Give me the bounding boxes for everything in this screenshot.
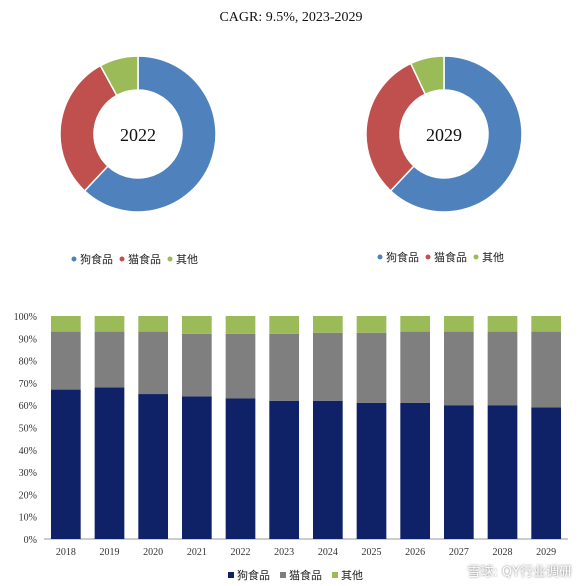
x-tick-label: 2029 — [536, 547, 556, 558]
y-tick-label: 100% — [14, 312, 37, 323]
bar-2025-2 — [356, 332, 387, 403]
bar-2023-1 — [269, 400, 300, 539]
legend-label: 其他 — [176, 253, 198, 266]
bar-2019-1 — [94, 387, 125, 539]
bar-2022-3 — [225, 316, 256, 334]
bar-2020-1 — [138, 394, 169, 539]
legend-marker — [473, 254, 479, 260]
y-tick-label: 70% — [19, 379, 37, 390]
bar-2019-2 — [94, 331, 125, 388]
pie-slice-1 — [83, 55, 217, 213]
bar-2026-1 — [400, 402, 431, 539]
bar-2028-1 — [487, 405, 518, 539]
legend-label: 其他 — [341, 569, 363, 582]
y-tick-label: 50% — [19, 424, 37, 435]
y-tick-label: 90% — [19, 334, 37, 345]
legend-label: 猫食品 — [434, 250, 467, 264]
bar-2018-2 — [50, 331, 81, 390]
bar-2024-3 — [312, 316, 343, 333]
pie-slice-3 — [409, 55, 445, 96]
bar-2022-1 — [225, 398, 256, 539]
pie-center-label: 2022 — [120, 125, 156, 145]
y-tick-label: 80% — [19, 357, 37, 368]
bar-2022-2 — [225, 333, 256, 399]
x-tick-label: 2024 — [318, 547, 338, 558]
bar-2024-1 — [312, 400, 343, 539]
x-tick-label: 2018 — [56, 547, 76, 558]
x-tick-label: 2027 — [449, 547, 469, 558]
legend-label: 猫食品 — [289, 568, 322, 582]
bar-2028-2 — [487, 331, 518, 406]
legend-label: 其他 — [482, 251, 504, 264]
bar-2023-2 — [269, 333, 300, 401]
pie-slice-3 — [99, 55, 139, 97]
legend-marker — [425, 254, 431, 260]
bar-2020-2 — [138, 331, 169, 395]
x-tick-label: 2028 — [493, 547, 513, 558]
pie-slice-1 — [389, 55, 523, 213]
bar-2027-3 — [443, 316, 474, 332]
x-tick-label: 2026 — [405, 547, 425, 558]
bar-2027-1 — [443, 405, 474, 539]
bar-2025-1 — [356, 402, 387, 539]
y-tick-label: 60% — [19, 401, 37, 412]
pie-center-label: 2029 — [426, 125, 462, 145]
legend-label: 狗食品 — [237, 568, 270, 582]
chart-title: CAGR: 9.5%, 2023-2029 — [219, 10, 363, 25]
legend-marker — [119, 256, 125, 262]
bar-2026-3 — [400, 316, 431, 332]
bar-2021-1 — [181, 396, 212, 539]
legend-marker — [332, 572, 338, 578]
y-tick-label: 20% — [19, 490, 37, 501]
bar-2018-3 — [50, 316, 81, 332]
legend-marker — [280, 572, 286, 578]
bar-2029-1 — [531, 407, 562, 539]
x-tick-label: 2019 — [100, 547, 120, 558]
legend-marker — [228, 572, 234, 578]
x-tick-label: 2025 — [362, 547, 382, 558]
legend-label: 狗食品 — [386, 250, 419, 264]
bar-2024-2 — [312, 332, 343, 401]
bar-2020-3 — [138, 316, 169, 332]
x-tick-label: 2022 — [231, 547, 251, 558]
y-tick-label: 40% — [19, 446, 37, 457]
x-tick-label: 2023 — [274, 547, 294, 558]
legend-label: 猫食品 — [128, 252, 161, 266]
bar-2019-3 — [94, 316, 125, 332]
bar-2023-3 — [269, 316, 300, 334]
y-tick-label: 10% — [19, 513, 37, 524]
bar-2028-3 — [487, 316, 518, 332]
bar-2026-2 — [400, 331, 431, 403]
source-badge: 雪球: QY行业调研 — [467, 565, 572, 580]
pie-slice-2 — [365, 62, 427, 192]
legend-marker — [71, 256, 77, 262]
y-tick-label: 0% — [24, 535, 37, 546]
bar-2029-2 — [531, 331, 562, 408]
bar-2029-3 — [531, 316, 562, 332]
x-tick-label: 2021 — [187, 547, 207, 558]
bar-2021-2 — [181, 333, 212, 397]
y-tick-label: 30% — [19, 468, 37, 479]
bar-2027-2 — [443, 331, 474, 406]
bar-2018-1 — [50, 389, 81, 539]
x-tick-label: 2020 — [143, 547, 163, 558]
legend-label: 狗食品 — [80, 252, 113, 266]
bar-2025-3 — [356, 316, 387, 333]
bar-2021-3 — [181, 316, 212, 334]
legend-marker — [167, 256, 173, 262]
legend-marker — [377, 254, 383, 260]
